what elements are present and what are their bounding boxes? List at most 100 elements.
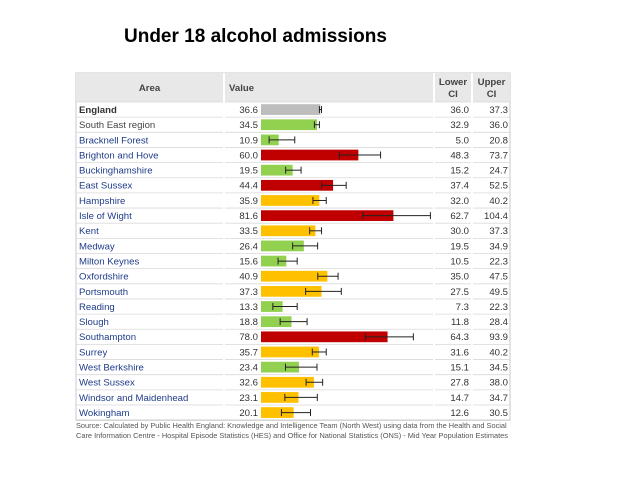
upper-ci-label: 40.2	[489, 347, 508, 358]
bar	[261, 210, 394, 221]
area-label: Reading	[79, 302, 115, 313]
bar	[261, 331, 388, 343]
header-cell-bg	[76, 73, 223, 102]
lower-ci-label: 15.1	[450, 363, 469, 374]
area-label: Oxfordshire	[79, 272, 129, 283]
value-label: 34.5	[239, 120, 258, 131]
lower-ci-label: 32.9	[450, 120, 469, 131]
page-title: Under 18 alcohol admissions	[124, 26, 387, 47]
area-label: South East region	[79, 120, 155, 131]
upper-ci-label: 37.3	[489, 105, 508, 116]
upper-ci-label: 34.7	[489, 393, 508, 404]
lower-ci-label: 32.0	[450, 196, 469, 207]
bar	[261, 104, 321, 115]
bar	[261, 376, 314, 388]
area-label: Bracknell Forest	[79, 135, 149, 146]
header-lower: CI	[448, 89, 458, 100]
lower-ci-label: 7.3	[456, 302, 469, 313]
area-label: West Berkshire	[79, 363, 144, 374]
bar	[261, 164, 293, 176]
area-label: Slough	[79, 317, 109, 328]
lower-ci-label: 11.8	[451, 317, 469, 328]
bar	[261, 270, 328, 282]
value-label: 26.4	[239, 241, 258, 252]
lower-ci-label: 10.5	[450, 256, 469, 267]
lower-ci-label: 31.6	[450, 347, 469, 358]
lower-ci-label: 48.3	[450, 150, 469, 161]
upper-ci-label: 22.3	[489, 256, 508, 267]
upper-ci-label: 38.0	[489, 378, 508, 389]
value-label: 35.9	[239, 196, 258, 207]
bar	[261, 286, 322, 297]
header-cell-bg	[225, 73, 433, 102]
column-gap	[433, 73, 435, 421]
value-label: 78.0	[239, 332, 258, 343]
bar	[261, 119, 317, 131]
area-label: West Sussex	[79, 378, 135, 389]
upper-ci-label: 37.3	[489, 226, 508, 237]
upper-ci-label: 73.7	[489, 150, 508, 161]
lower-ci-label: 37.4	[450, 181, 469, 192]
bar	[261, 407, 294, 418]
bar	[261, 361, 299, 373]
area-label: Medway	[79, 241, 115, 252]
upper-ci-label: 24.7	[489, 166, 508, 177]
area-label: Buckinghamshire	[79, 166, 153, 177]
value-label: 35.7	[239, 347, 258, 358]
upper-ci-label: 20.8	[489, 135, 508, 146]
bar	[261, 301, 283, 312]
value-label: 18.8	[239, 317, 258, 328]
bar	[261, 346, 319, 358]
area-label: England	[79, 105, 117, 116]
value-label: 23.4	[239, 363, 258, 374]
column-gap	[223, 73, 225, 421]
upper-ci-label: 40.2	[489, 196, 508, 207]
value-label: 60.0	[239, 150, 258, 161]
value-label: 81.6	[239, 211, 258, 222]
header-upper: CI	[487, 89, 497, 100]
area-label: Hampshire	[79, 196, 125, 207]
upper-ci-label: 36.0	[489, 120, 508, 131]
upper-ci-label: 30.5	[489, 408, 508, 419]
value-label: 37.3	[239, 287, 258, 298]
upper-ci-label: 34.9	[489, 241, 508, 252]
lower-ci-label: 12.6	[450, 408, 469, 419]
lower-ci-label: 27.5	[450, 287, 469, 298]
bar	[261, 255, 287, 267]
value-label: 44.4	[239, 181, 258, 192]
header-upper: Upper	[478, 77, 506, 88]
header-cell-bg	[473, 73, 510, 102]
area-label: Windsor and Maidenhead	[79, 393, 188, 404]
value-label: 33.5	[239, 226, 258, 237]
bar	[261, 225, 316, 237]
bar	[261, 179, 334, 191]
lower-ci-label: 30.0	[450, 226, 469, 237]
lower-ci-label: 19.5	[450, 241, 469, 252]
upper-ci-label: 49.5	[489, 287, 508, 298]
bar	[261, 149, 359, 161]
upper-ci-label: 47.5	[489, 272, 508, 283]
value-label: 13.3	[239, 302, 258, 313]
lower-ci-label: 15.2	[450, 166, 469, 177]
area-label: Southampton	[79, 332, 136, 343]
value-label: 19.5	[239, 166, 258, 177]
lower-ci-label: 36.0	[450, 105, 469, 116]
column-gap	[471, 73, 473, 421]
header-cell-bg	[435, 73, 471, 102]
value-label: 20.1	[239, 408, 258, 419]
value-label: 10.9	[239, 135, 258, 146]
lower-ci-label: 62.7	[450, 211, 469, 222]
header-area: Area	[139, 83, 161, 94]
upper-ci-label: 104.4	[484, 211, 509, 222]
bar	[261, 195, 320, 206]
source-note: Source: Calculated by Public Health Engl…	[76, 421, 508, 441]
upper-ci-label: 34.5	[489, 363, 508, 374]
area-label: Portsmouth	[79, 287, 128, 298]
upper-ci-label: 52.5	[489, 181, 508, 192]
lower-ci-label: 5.0	[456, 135, 469, 146]
area-label: Brighton and Hove	[79, 150, 158, 161]
value-label: 36.6	[239, 105, 258, 116]
value-label: 32.6	[239, 378, 258, 389]
area-label: Wokingham	[79, 408, 129, 419]
